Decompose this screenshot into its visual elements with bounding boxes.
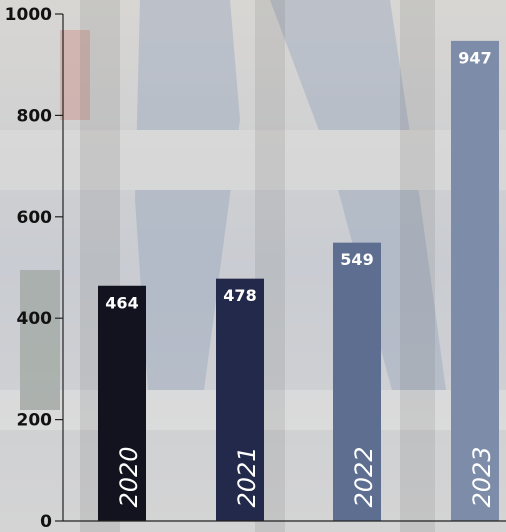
x-tick-label: 2022 bbox=[350, 446, 378, 507]
bar bbox=[216, 278, 264, 521]
x-tick-label: 2023 bbox=[468, 446, 496, 507]
y-tick-label: 600 bbox=[17, 208, 53, 228]
bar bbox=[451, 40, 499, 521]
y-tick-label: 0 bbox=[40, 512, 52, 532]
y-tick-label: 800 bbox=[17, 106, 53, 126]
x-tick-label: 2020 bbox=[115, 446, 143, 507]
y-tick-label: 1000 bbox=[5, 5, 52, 25]
y-tick-label: 200 bbox=[17, 411, 53, 431]
y-tick-label: 400 bbox=[17, 309, 53, 329]
value-label: 549 bbox=[340, 250, 373, 269]
bar bbox=[98, 285, 146, 521]
value-label: 478 bbox=[223, 286, 256, 305]
value-label: 947 bbox=[458, 48, 491, 67]
value-label: 464 bbox=[105, 293, 138, 312]
x-tick-label: 2021 bbox=[233, 446, 261, 507]
bar bbox=[333, 242, 381, 522]
